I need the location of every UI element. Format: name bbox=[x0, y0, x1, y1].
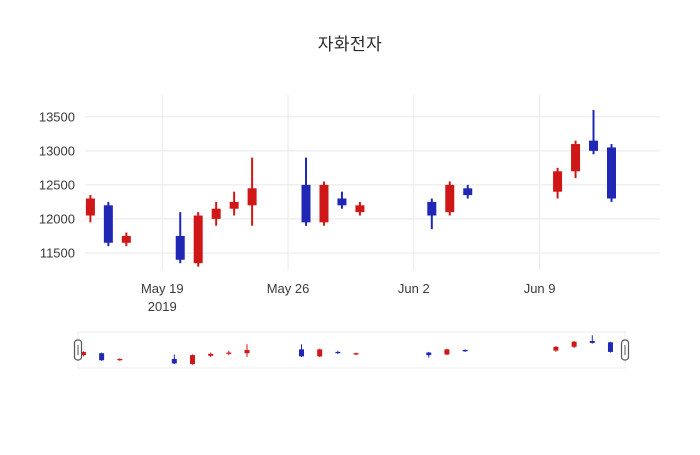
slider-candle-body bbox=[607, 342, 613, 352]
y-tick-label: 12500 bbox=[39, 177, 75, 192]
x-tick-label: Jun 2 bbox=[398, 281, 430, 296]
slider-candle-body bbox=[444, 349, 450, 355]
slider-candle-body bbox=[244, 350, 250, 354]
candle-body-up bbox=[247, 188, 257, 206]
slider-candle-body bbox=[117, 358, 123, 361]
candle-body-down bbox=[589, 140, 599, 151]
slider-candle-body bbox=[426, 352, 432, 356]
candle-body-down bbox=[427, 201, 437, 216]
plot-area[interactable] bbox=[85, 95, 660, 270]
slider-candle-body bbox=[553, 346, 559, 351]
x-tick-label: May 19 bbox=[141, 281, 184, 296]
slider-candle-body bbox=[80, 351, 86, 356]
candle-body-up bbox=[85, 198, 95, 216]
candle-body-down bbox=[463, 188, 473, 196]
slider-candle-body bbox=[335, 351, 341, 354]
slider-candle-body bbox=[189, 355, 195, 365]
y-tick-label: 11500 bbox=[40, 245, 75, 260]
slider-candle-body bbox=[99, 353, 105, 361]
candle-body-up bbox=[319, 184, 329, 223]
y-tick-label: 13500 bbox=[39, 109, 75, 124]
candle-body-up bbox=[445, 184, 455, 213]
x-tick-label: Jun 9 bbox=[524, 281, 556, 296]
slider-candle-body bbox=[571, 341, 577, 347]
candle-body-up bbox=[193, 215, 203, 264]
candle-body-up bbox=[211, 208, 221, 219]
slider-candle-body bbox=[208, 353, 214, 356]
candle-body-down bbox=[606, 147, 616, 199]
slider-candle-body bbox=[462, 350, 468, 352]
candle-body-up bbox=[121, 235, 131, 243]
candle-body-up bbox=[571, 144, 581, 172]
chart-title: 자화전자 bbox=[317, 35, 383, 54]
slider-candle-body bbox=[226, 352, 232, 354]
slider-candle-body bbox=[299, 349, 305, 357]
slider-candle-body bbox=[353, 353, 359, 355]
slider-candle-body bbox=[317, 349, 323, 357]
candle-body-down bbox=[175, 235, 185, 260]
candle-body-up bbox=[553, 171, 563, 192]
slider-candle-body bbox=[171, 358, 177, 364]
y-tick-label: 12000 bbox=[39, 211, 75, 226]
candle-body-up bbox=[355, 205, 365, 213]
candle-body-down bbox=[337, 198, 347, 206]
candle-body-up bbox=[229, 201, 239, 209]
y-tick-label: 13000 bbox=[39, 143, 75, 158]
slider-candle-body bbox=[589, 341, 595, 343]
x-tick-label: May 26 bbox=[267, 281, 310, 296]
candle-body-down bbox=[103, 205, 113, 243]
x-tick-sublabel: 2019 bbox=[148, 299, 177, 314]
candle-body-down bbox=[301, 184, 311, 223]
range-slider-track[interactable] bbox=[77, 331, 626, 369]
